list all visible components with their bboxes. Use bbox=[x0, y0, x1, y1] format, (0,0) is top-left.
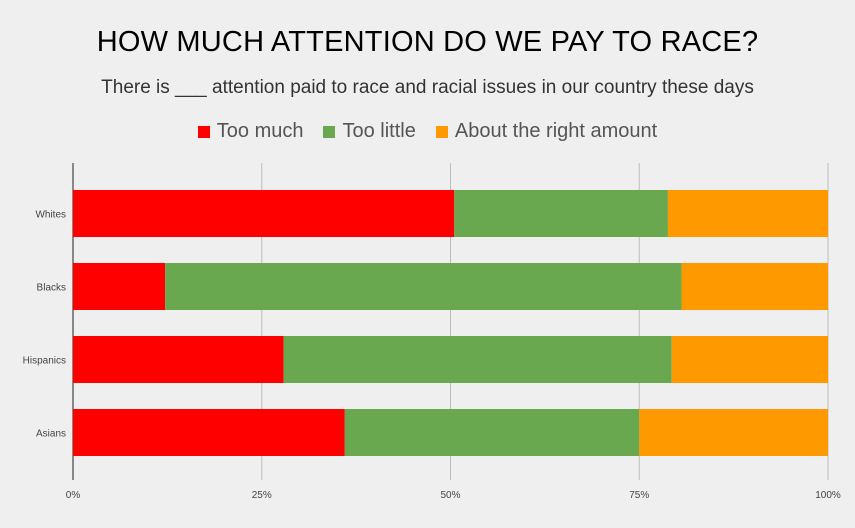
chart-subtitle: There is ___ attention paid to race and … bbox=[101, 77, 754, 98]
bar-segment bbox=[454, 190, 668, 237]
bar-segment bbox=[73, 409, 345, 456]
category-label: Blacks bbox=[37, 283, 66, 294]
legend-label-about-right: About the right amount bbox=[454, 120, 658, 142]
legend-label-too-little: Too little bbox=[342, 120, 416, 142]
legend-swatch-too-much bbox=[197, 125, 210, 138]
bar-segment bbox=[667, 190, 828, 237]
legend-label-too-much: Too much bbox=[216, 120, 304, 142]
bar-segment bbox=[681, 263, 828, 310]
legend: Too much Too little About the right amou… bbox=[0, 120, 855, 143]
bar-segment bbox=[671, 336, 828, 383]
category-label: Hispanics bbox=[23, 356, 66, 367]
legend-item-about-right: About the right amount bbox=[435, 120, 658, 143]
bar-segment bbox=[639, 409, 828, 456]
bar-segment bbox=[165, 263, 682, 310]
legend-swatch-about-right bbox=[435, 125, 448, 138]
x-tick-label: 50% bbox=[440, 490, 460, 501]
legend-item-too-much: Too much bbox=[197, 120, 304, 143]
x-tick-label: 100% bbox=[815, 490, 841, 501]
x-tick-label: 25% bbox=[252, 490, 272, 501]
legend-swatch-too-little bbox=[323, 125, 336, 138]
bar-segment bbox=[283, 336, 672, 383]
bar-segment bbox=[73, 190, 455, 237]
bar-segment bbox=[73, 263, 166, 310]
x-tick-label: 75% bbox=[629, 490, 649, 501]
x-tick-label: 0% bbox=[66, 490, 81, 501]
bar-segment bbox=[344, 409, 640, 456]
legend-item-too-little: Too little bbox=[323, 120, 416, 143]
category-label: Asians bbox=[36, 429, 66, 440]
bar-segment bbox=[73, 336, 284, 383]
category-label: Whites bbox=[35, 210, 66, 221]
chart-title: HOW MUCH ATTENTION DO WE PAY TO RACE? bbox=[96, 26, 759, 58]
